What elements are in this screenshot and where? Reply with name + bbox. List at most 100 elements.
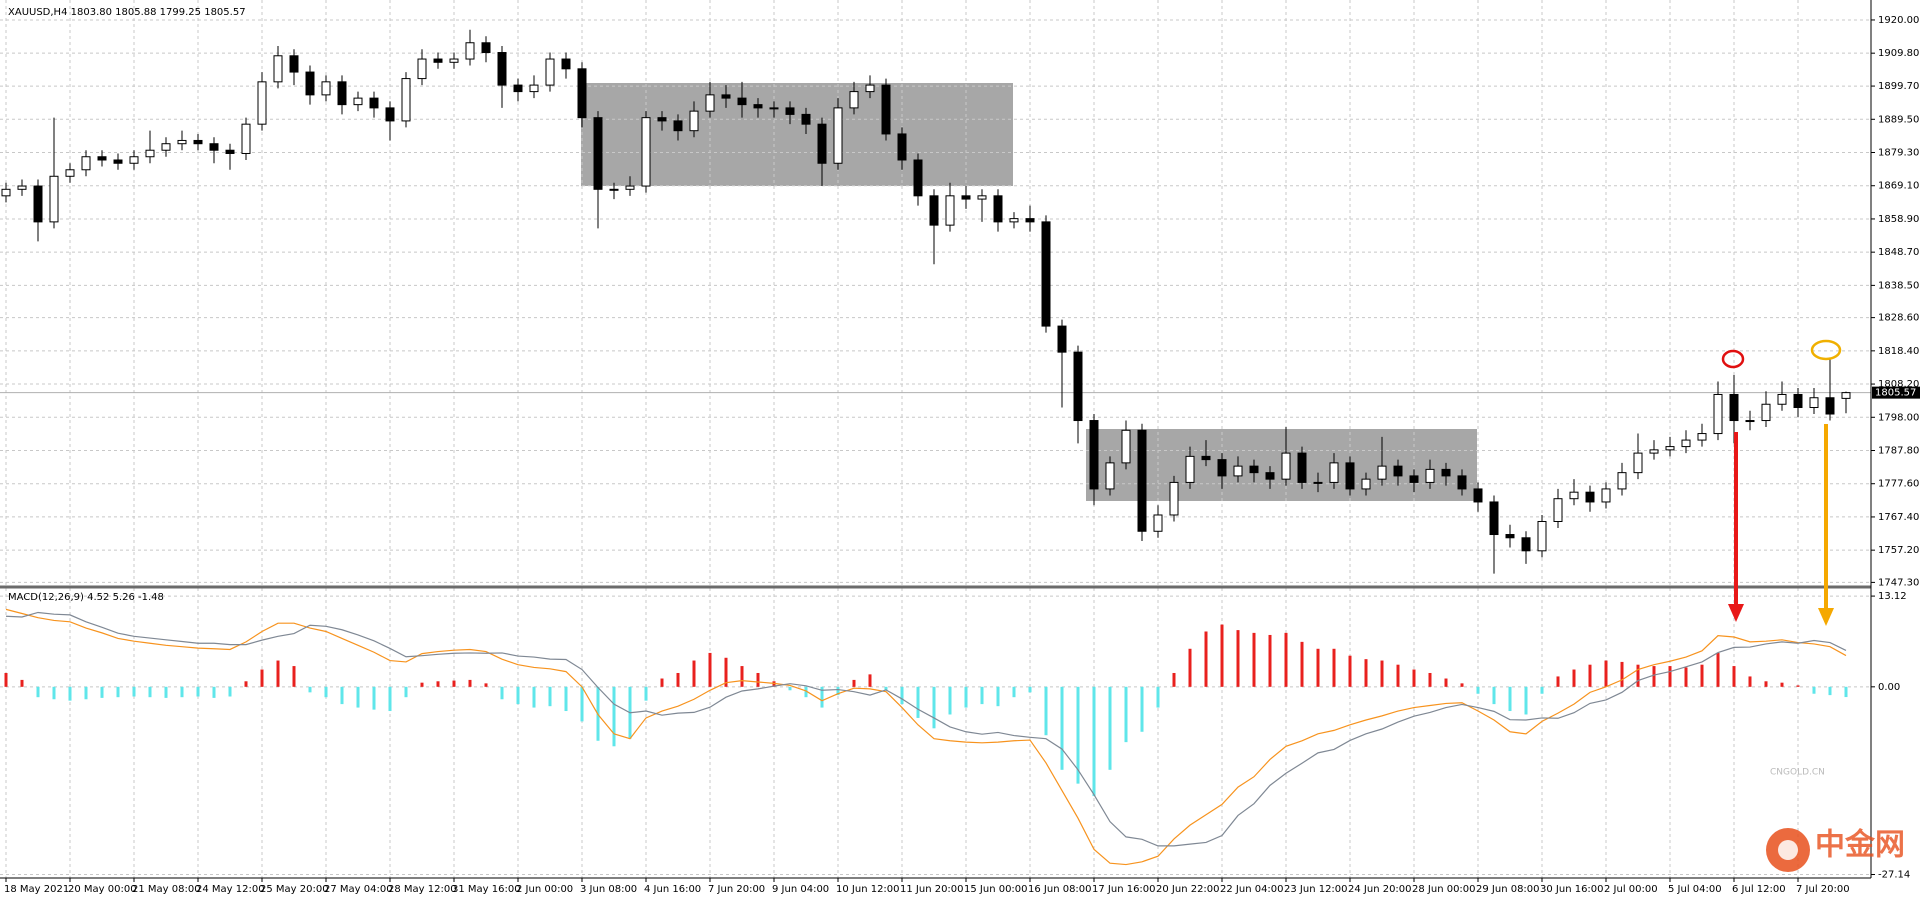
high-marker — [1721, 349, 1745, 369]
candle-body — [433, 58, 443, 63]
histogram-bar — [388, 686, 392, 712]
y-tick-label: 1899.70 — [1878, 81, 1919, 92]
candle-body — [1249, 465, 1259, 474]
candle-body — [1025, 218, 1035, 223]
candle-body — [833, 107, 843, 164]
candle-body — [1505, 534, 1515, 539]
candle-body — [1345, 462, 1355, 490]
histogram-bar — [548, 686, 552, 707]
histogram-bar — [724, 657, 728, 687]
candle-body — [289, 55, 299, 73]
candle-body — [1473, 488, 1483, 503]
histogram-bar — [884, 686, 888, 691]
candle-body — [1313, 481, 1323, 484]
histogram-bar — [1108, 686, 1112, 770]
candle-body — [193, 139, 203, 145]
histogram-bar — [644, 686, 648, 701]
histogram-bar — [580, 686, 584, 722]
candle-body — [1265, 472, 1275, 480]
candle-body — [1233, 465, 1243, 477]
histogram-bar — [1828, 686, 1832, 696]
histogram-bar — [1748, 676, 1752, 687]
histogram-bar — [916, 686, 920, 718]
histogram-bar — [372, 686, 376, 710]
candle-body — [1729, 393, 1739, 422]
candle-body — [449, 58, 459, 63]
histogram-bar — [228, 686, 232, 697]
candle-body — [321, 81, 331, 96]
candle-body — [81, 156, 91, 171]
histogram-bar — [404, 686, 408, 698]
candle-body — [1137, 429, 1147, 532]
candle-body — [1041, 221, 1051, 327]
histogram-bar — [1556, 676, 1560, 687]
candle-body — [769, 107, 779, 110]
histogram-bar — [788, 686, 792, 691]
histogram-bar — [20, 679, 24, 687]
histogram-bar — [820, 686, 824, 708]
y-tick-label: 1828.60 — [1878, 313, 1919, 324]
candle-body — [353, 97, 363, 106]
candle-body — [241, 123, 251, 154]
histogram-bar — [1732, 666, 1736, 687]
histogram-bar — [1604, 660, 1608, 687]
candle-body — [1457, 475, 1467, 490]
histogram-bar — [996, 686, 1000, 707]
x-tick-label: 4 Jun 16:00 — [644, 884, 701, 895]
histogram-bar — [1652, 666, 1656, 687]
candle-body — [1569, 491, 1579, 500]
candle-body — [1121, 429, 1131, 464]
candle-body — [305, 71, 315, 96]
y-tick-label: 1879.30 — [1878, 148, 1919, 159]
candle-body — [97, 156, 107, 161]
candle-body — [17, 185, 27, 190]
annotations: 中金网 CNGOLD.CN — [0, 0, 1905, 879]
candle-body — [993, 195, 1003, 223]
histogram-bar — [1428, 672, 1432, 687]
histogram-bar — [420, 682, 424, 687]
x-tick-label: 31 May 16:00 — [452, 884, 521, 895]
histogram-bar — [676, 672, 680, 687]
histogram-bar — [308, 686, 312, 693]
candle-body — [1281, 452, 1291, 480]
candle-body — [1697, 433, 1707, 441]
indicator-line — [5, 608, 1847, 866]
y-tick-label: 1909.80 — [1878, 48, 1919, 59]
histogram-bar — [276, 660, 280, 687]
candle-body — [257, 81, 267, 125]
candle-body — [817, 123, 827, 164]
histogram-bar — [532, 686, 536, 708]
x-tick-label: 24 May 12:00 — [196, 884, 265, 895]
histogram-bar — [660, 678, 664, 687]
histogram-bar — [324, 686, 328, 698]
histogram-bar — [292, 666, 296, 687]
candle-body — [1201, 455, 1211, 461]
x-tick-label: 15 Jun 00:00 — [964, 884, 1028, 895]
histogram-bar — [1412, 669, 1416, 687]
candle-body — [641, 117, 651, 187]
y-tick-label: 1747.30 — [1878, 577, 1919, 588]
histogram-bar — [932, 686, 936, 729]
candle-body — [1377, 465, 1387, 480]
candle-body — [561, 58, 571, 70]
x-tick-label: 30 Jun 16:00 — [1540, 884, 1604, 895]
candle-body — [177, 139, 187, 145]
y-tick-label: 1767.40 — [1878, 512, 1919, 523]
candle-body — [977, 195, 987, 200]
candle-body — [897, 133, 907, 161]
candle-body — [593, 117, 603, 190]
x-tick-label: 20 Jun 22:00 — [1156, 884, 1220, 895]
candle-body — [65, 169, 75, 177]
watermark-name: 中金网 — [1815, 828, 1905, 863]
candle-body — [689, 110, 699, 132]
histogram-bar — [612, 686, 616, 747]
candle-body — [577, 68, 587, 119]
candle-body — [113, 159, 123, 164]
histogram-bar — [148, 686, 152, 698]
candle-body — [1793, 393, 1803, 409]
histogram-bar — [868, 674, 872, 687]
candle-body — [1441, 468, 1451, 477]
indicator-label: MACD(12,26,9) 4.52 5.26 -1.48 — [8, 592, 164, 603]
histogram-bar — [1844, 686, 1848, 698]
histogram-bar — [564, 686, 568, 712]
